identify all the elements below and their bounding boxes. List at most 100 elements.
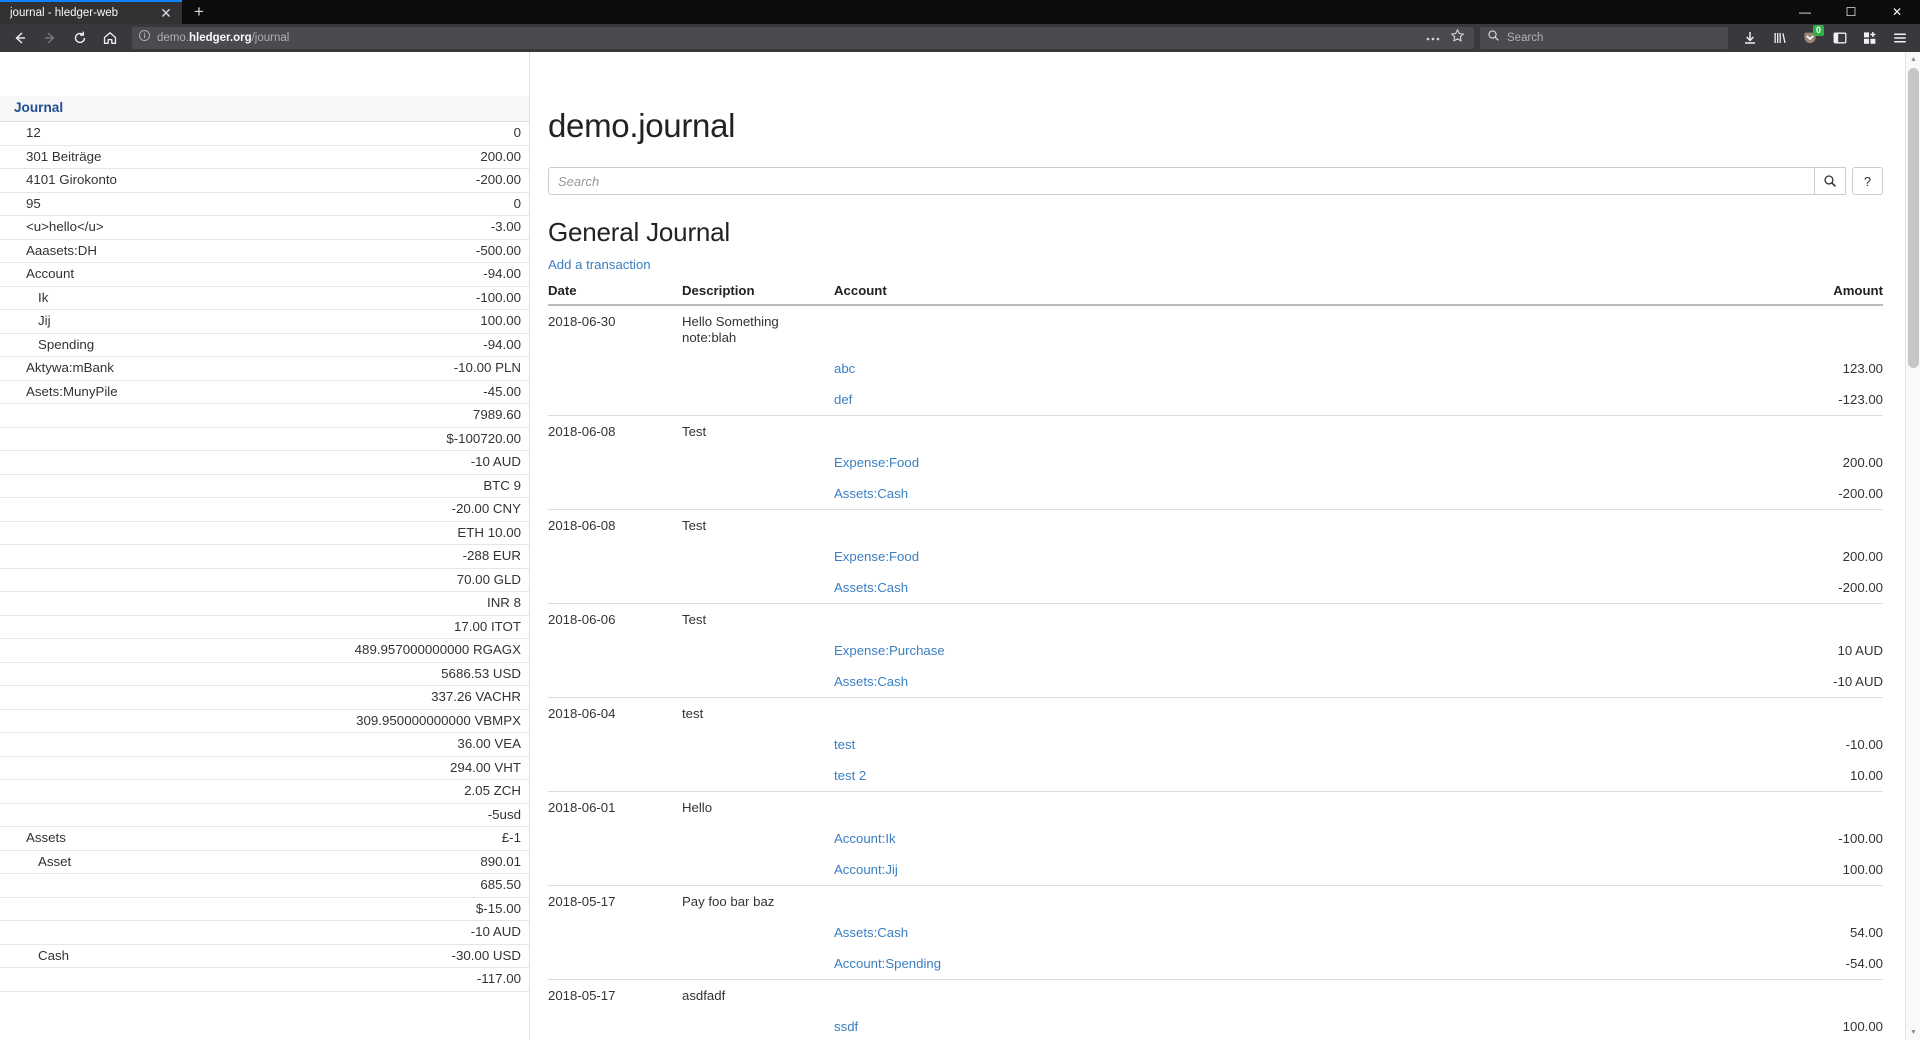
account-row[interactable]: $-100720.00 [0,427,529,451]
posting-description-blank [682,823,834,854]
posting-account-cell: def [834,384,1733,416]
download-icon[interactable] [1736,26,1764,50]
account-row[interactable]: 17.00 ITOT [0,615,529,639]
window-minimize-button[interactable]: — [1799,5,1811,19]
account-row[interactable]: 685.50 [0,873,529,898]
account-name: Cash [0,944,216,968]
search-help-button[interactable]: ? [1852,167,1883,195]
account-row[interactable]: Assets £-1 [0,826,529,851]
vertical-scrollbar[interactable]: ▲ ▼ [1905,52,1920,1040]
scrollbar-thumb[interactable] [1908,68,1919,368]
account-row[interactable]: Aktywa:mBank -10.00 PLN [0,356,529,381]
account-row[interactable]: Cash -30.00 USD [0,944,529,968]
window-maximize-button[interactable]: ☐ [1845,5,1857,19]
account-balance: -500.00 [215,239,529,263]
posting-account-link[interactable]: Expense:Food [834,454,920,470]
account-row[interactable]: 294.00 VHT [0,756,529,780]
account-row[interactable]: $-15.00 [0,897,529,921]
url-bar[interactable]: demo.hledger.org/journal [132,27,1474,49]
account-row[interactable]: 2.05 ZCH [0,779,529,804]
forward-arrow-icon[interactable] [36,26,64,50]
transaction-date: 2018-05-17 [548,979,682,1011]
account-row[interactable]: 7989.60 [0,403,529,428]
account-row[interactable]: 95 0 [0,192,529,216]
account-row[interactable]: 489.957000000000 RGAGX [0,638,529,663]
account-row[interactable]: 70.00 GLD [0,568,529,592]
back-arrow-icon[interactable] [6,26,34,50]
addons-icon[interactable] [1856,26,1884,50]
account-row[interactable]: -5usd [0,803,529,827]
posting-description-blank [682,948,834,980]
account-row[interactable]: ETH 10.00 [0,521,529,545]
account-row[interactable]: 4101 Girokonto -200.00 [0,168,529,193]
account-row[interactable]: -10 AUD [0,920,529,945]
info-icon[interactable] [138,29,151,47]
account-row[interactable]: INR 8 [0,591,529,616]
transaction-account-blank [834,979,1733,1011]
sidebar-icon[interactable] [1826,26,1854,50]
account-row[interactable]: -10 AUD [0,450,529,475]
posting-account-link[interactable]: Assets:Cash [834,673,909,689]
account-row[interactable]: BTC 9 [0,474,529,498]
home-icon[interactable] [96,26,124,50]
account-row[interactable]: <u>hello</u> -3.00 [0,215,529,240]
posting-account-link[interactable]: def [834,391,853,407]
hamburger-menu-icon[interactable] [1886,26,1914,50]
ellipsis-icon[interactable] [1425,29,1441,47]
account-row[interactable]: -117.00 [0,967,529,992]
transaction-description: asdfadf [682,979,834,1011]
account-row[interactable]: 5686.53 USD [0,662,529,686]
pocket-icon[interactable]: 0 [1796,25,1824,50]
browser-search-bar[interactable]: Search [1480,27,1728,49]
posting-account-link[interactable]: Account:Spending [834,955,942,971]
chevron-down-icon[interactable]: ▼ [1910,1029,1917,1036]
posting-account-link[interactable]: Assets:Cash [834,485,909,501]
posting-account-cell: Assets:Cash [834,478,1733,510]
chevron-up-icon[interactable]: ▲ [1910,56,1917,63]
account-row[interactable]: Asets:MunyPile -45.00 [0,380,529,404]
account-row[interactable]: -288 EUR [0,544,529,569]
posting-account-link[interactable]: Account:Ik [834,830,896,846]
posting-account-link[interactable]: Assets:Cash [834,579,909,595]
account-row[interactable]: Spending -94.00 [0,333,529,357]
star-icon[interactable] [1450,28,1465,48]
account-name: Assets [0,826,216,851]
account-row[interactable]: -20.00 CNY [0,497,529,522]
posting-account-link[interactable]: abc [834,360,856,376]
account-row[interactable]: 309.950000000000 VBMPX [0,709,529,733]
posting-amount: 10 AUD [1837,642,1883,658]
posting-account-link[interactable]: ssdf [834,1018,859,1034]
new-tab-button[interactable]: + [194,2,204,21]
posting-account-link[interactable]: Assets:Cash [834,924,909,940]
account-row[interactable]: 36.00 VEA [0,732,529,757]
browser-tab[interactable]: journal - hledger-web ✕ [0,0,182,24]
account-row[interactable]: Account -94.00 [0,262,529,287]
account-row[interactable]: Asset 890.01 [0,850,529,874]
posting-account-cell: abc [834,353,1733,384]
posting-description-blank [682,353,834,384]
posting-account-link[interactable]: test [834,736,856,752]
account-row[interactable]: 12 0 [0,121,529,146]
window-close-button[interactable]: ✕ [1891,5,1903,19]
account-row[interactable]: 337.26 VACHR [0,685,529,710]
reload-icon[interactable] [66,26,94,50]
tab-close-icon[interactable]: ✕ [160,5,172,21]
account-row[interactable]: Aaasets:DH -500.00 [0,239,529,263]
posting-account-link[interactable]: test 2 [834,767,867,783]
add-transaction-link[interactable]: Add a transaction [548,257,651,272]
search-submit-button[interactable] [1815,167,1846,195]
account-balance: -5usd [215,803,529,827]
posting-account-link[interactable]: Expense:Food [834,548,920,564]
account-name: Asets:MunyPile [0,380,216,404]
account-row[interactable]: Jij 100.00 [0,309,529,334]
posting-description-blank [682,384,834,416]
posting-account-link[interactable]: Expense:Purchase [834,642,945,658]
account-row[interactable]: Ik -100.00 [0,286,529,310]
posting-account-link[interactable]: Account:Jij [834,861,898,877]
account-row[interactable]: 301 Beiträge 200.00 [0,145,529,169]
search-input[interactable] [548,167,1815,195]
account-balance: 0 [215,121,529,146]
accounts-sidebar: Journal 12 0 301 Beiträge 200.00 4101 Giroko… [0,52,529,1040]
posting-row: Account:Ik -100.00 [548,823,1883,854]
library-icon[interactable] [1766,26,1794,50]
